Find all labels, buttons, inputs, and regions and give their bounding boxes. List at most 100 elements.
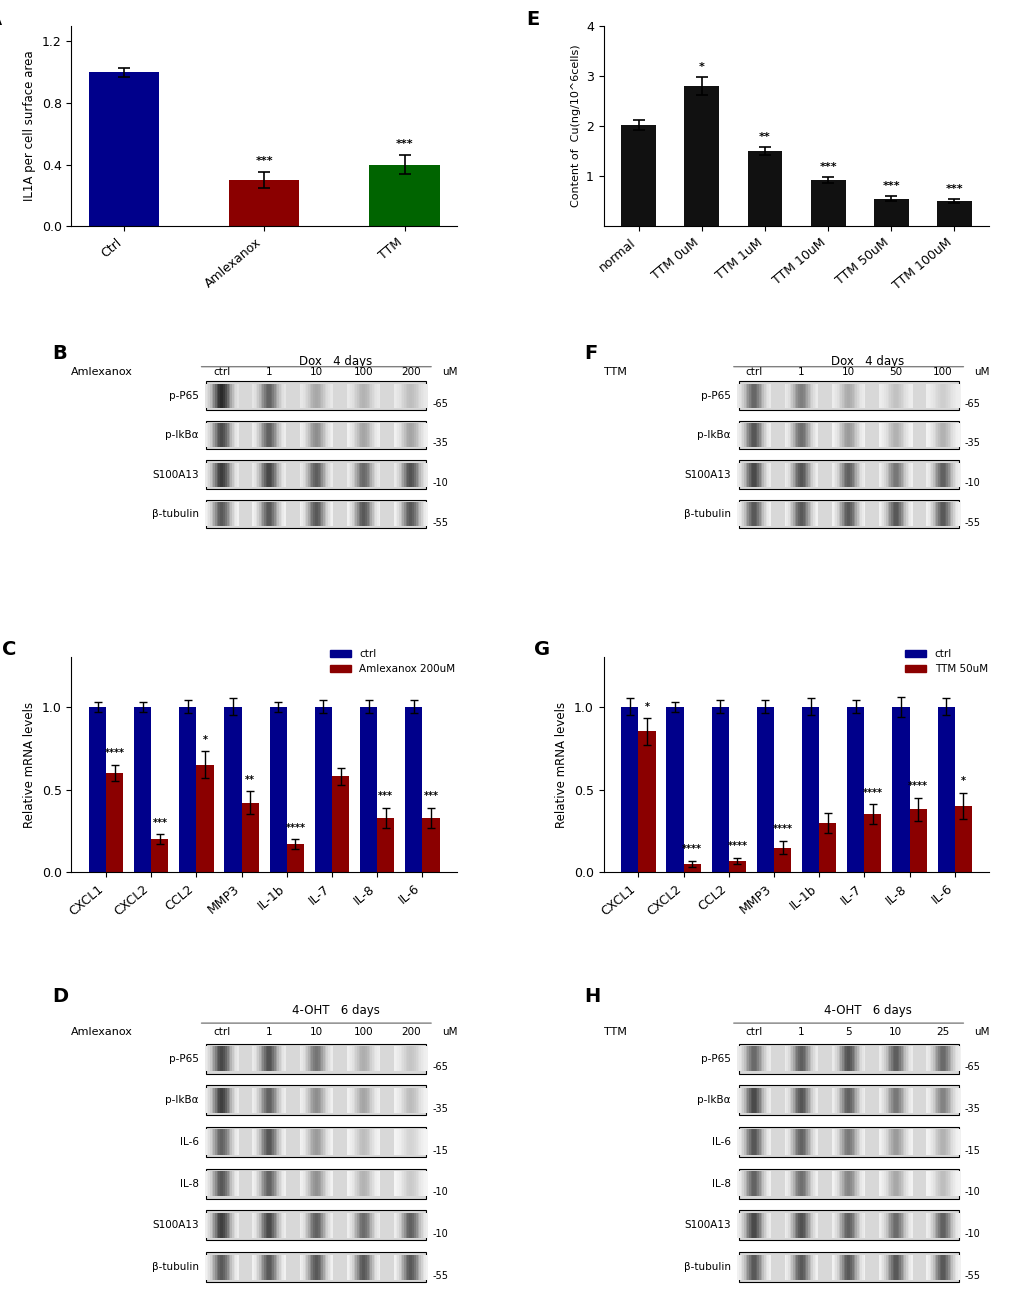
- Bar: [348, 384, 350, 407]
- Bar: [837, 502, 838, 526]
- Bar: [368, 1088, 370, 1112]
- Bar: [894, 1213, 895, 1239]
- Bar: [400, 1171, 403, 1197]
- Bar: [929, 1088, 930, 1112]
- Bar: [360, 1129, 362, 1154]
- Bar: [207, 1046, 208, 1071]
- Text: -10: -10: [963, 1229, 979, 1239]
- Bar: [804, 502, 806, 526]
- Bar: [943, 384, 944, 407]
- Bar: [944, 1129, 946, 1154]
- Bar: [927, 1254, 929, 1280]
- Bar: [372, 1171, 373, 1197]
- Bar: [223, 1254, 225, 1280]
- Bar: [354, 1171, 355, 1197]
- Bar: [884, 384, 887, 407]
- Bar: [362, 1171, 363, 1197]
- Bar: [806, 423, 807, 448]
- Bar: [218, 384, 220, 407]
- Bar: [303, 1171, 305, 1197]
- Bar: [747, 463, 748, 487]
- Bar: [414, 1129, 416, 1154]
- Bar: [810, 1046, 812, 1071]
- Bar: [937, 384, 938, 407]
- Bar: [378, 384, 380, 407]
- Bar: [300, 1046, 301, 1071]
- Bar: [788, 1213, 789, 1239]
- Bar: [314, 1213, 316, 1239]
- Bar: [355, 384, 357, 407]
- Bar: [789, 1088, 791, 1112]
- Bar: [930, 1213, 932, 1239]
- Bar: [807, 1129, 809, 1154]
- Bar: [375, 1171, 377, 1197]
- Text: -10: -10: [963, 1188, 979, 1197]
- Text: 100: 100: [932, 367, 952, 377]
- Bar: [412, 502, 414, 526]
- Text: A: A: [0, 10, 2, 29]
- Bar: [786, 1171, 788, 1197]
- Bar: [313, 1046, 314, 1071]
- Bar: [768, 1171, 770, 1197]
- Bar: [737, 1088, 739, 1112]
- Bar: [899, 502, 900, 526]
- Bar: [367, 1213, 368, 1239]
- Bar: [262, 1213, 264, 1239]
- Bar: [784, 463, 786, 487]
- Bar: [314, 1254, 316, 1280]
- Bar: [360, 1213, 362, 1239]
- Bar: [266, 1129, 267, 1154]
- Bar: [372, 1129, 373, 1154]
- Bar: [957, 384, 959, 407]
- Bar: [902, 1129, 903, 1154]
- Bar: [802, 1088, 804, 1112]
- Bar: [212, 1088, 213, 1112]
- Bar: [262, 502, 264, 526]
- Bar: [397, 1129, 398, 1154]
- Bar: [941, 502, 943, 526]
- Bar: [941, 1046, 943, 1071]
- Bar: [252, 502, 254, 526]
- Bar: [365, 463, 367, 487]
- Bar: [362, 1254, 363, 1280]
- Bar: [280, 1088, 282, 1112]
- Bar: [352, 1213, 354, 1239]
- Bar: [838, 1213, 840, 1239]
- Bar: [943, 1088, 944, 1112]
- Bar: [329, 502, 331, 526]
- Bar: [880, 1171, 881, 1197]
- Bar: [213, 1046, 215, 1071]
- Bar: [837, 1213, 838, 1239]
- Bar: [395, 463, 397, 487]
- Bar: [889, 423, 890, 448]
- Bar: [748, 502, 750, 526]
- Bar: [802, 463, 804, 487]
- Bar: [812, 1046, 814, 1071]
- Bar: [318, 1046, 319, 1071]
- Text: ****: ****: [682, 844, 701, 855]
- Bar: [943, 1213, 944, 1239]
- Bar: [279, 1171, 280, 1197]
- Bar: [360, 1254, 362, 1280]
- Bar: [275, 1046, 277, 1071]
- Bar: [220, 384, 221, 407]
- Bar: [133, 706, 151, 873]
- Bar: [766, 423, 768, 448]
- Bar: [362, 1213, 363, 1239]
- Bar: [254, 384, 256, 407]
- Text: -35: -35: [963, 438, 979, 449]
- Bar: [856, 463, 858, 487]
- Bar: [766, 1171, 768, 1197]
- Bar: [256, 1088, 257, 1112]
- Bar: [269, 1129, 270, 1154]
- Bar: [393, 384, 395, 407]
- Bar: [937, 1254, 938, 1280]
- Bar: [859, 1171, 861, 1197]
- Text: 4-OHT   6 days: 4-OHT 6 days: [291, 1004, 379, 1017]
- Bar: [412, 1254, 414, 1280]
- Bar: [417, 463, 419, 487]
- Bar: [422, 1171, 424, 1197]
- Bar: [272, 463, 274, 487]
- Bar: [395, 423, 397, 448]
- Bar: [215, 384, 217, 407]
